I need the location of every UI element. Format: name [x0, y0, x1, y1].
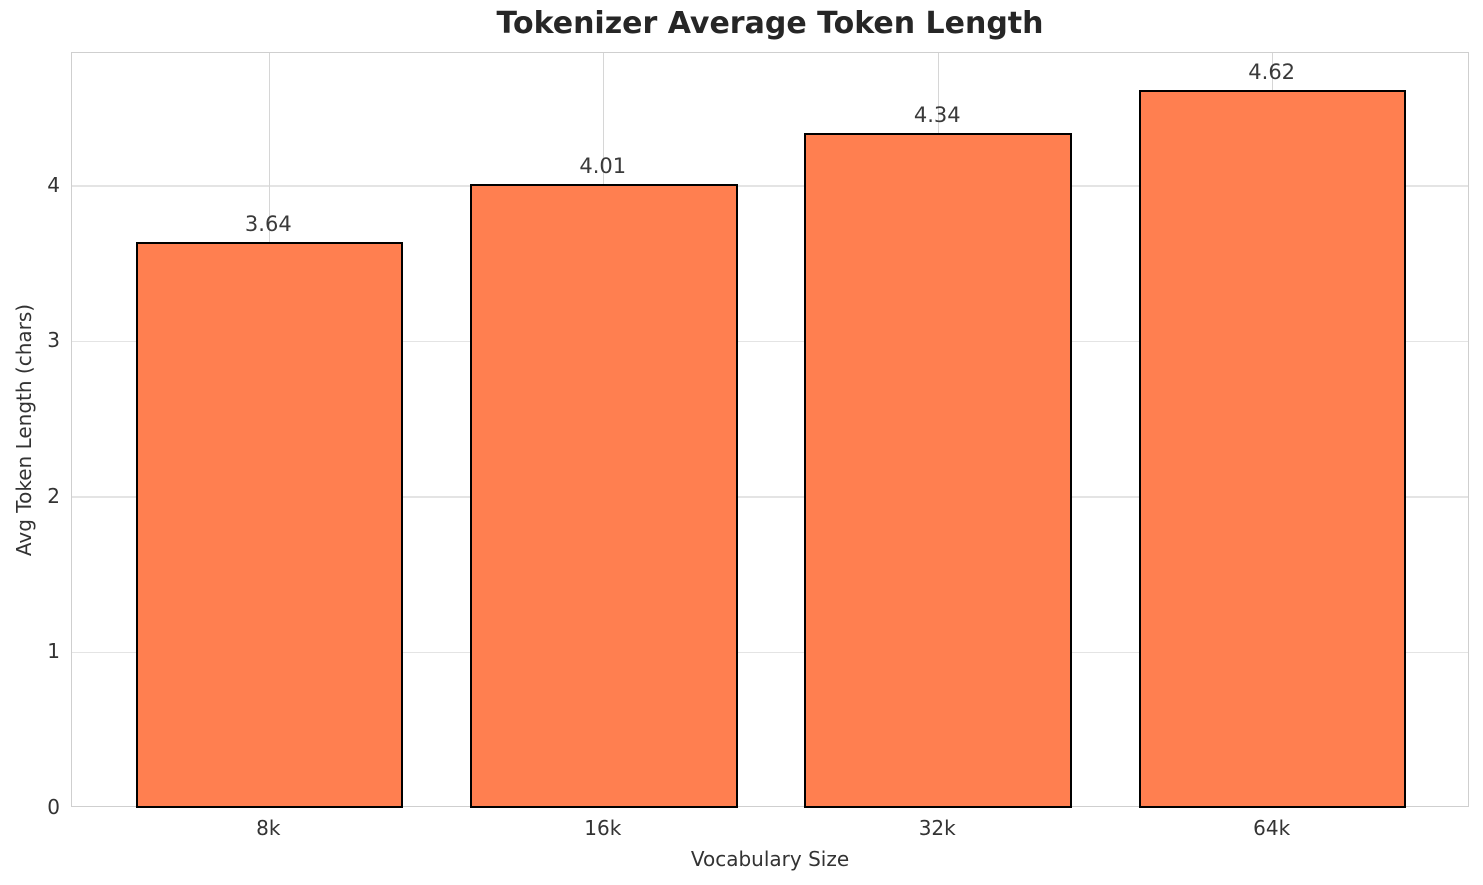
chart-title: Tokenizer Average Token Length: [496, 6, 1044, 41]
x-axis-label: Vocabulary Size: [690, 847, 850, 871]
y-gridline: [72, 651, 1468, 654]
bar-value-label: 4.62: [1248, 59, 1296, 84]
bar-value-label: 4.34: [913, 103, 961, 128]
bar-32k: [804, 133, 1072, 808]
plot-area: [71, 52, 1469, 808]
y-tick-label: 1: [47, 639, 60, 664]
bar-16k: [469, 184, 738, 808]
x-tick-label: 8k: [256, 816, 281, 840]
bar-value-label: 3.64: [244, 211, 292, 236]
x-tick-label: 16k: [584, 816, 622, 840]
y-tick-label: 0: [47, 795, 60, 819]
x-tick-label: 64k: [1253, 816, 1291, 840]
y-tick-label: 3: [47, 328, 60, 353]
y-gridline: [72, 496, 1468, 498]
y-tick-label: 4: [47, 172, 60, 197]
x-tick-label: 32k: [918, 816, 956, 840]
bar-value-label: 4.01: [579, 154, 627, 179]
bar-64k: [1138, 89, 1407, 808]
y-gridline: [72, 185, 1468, 187]
y-gridline: [72, 340, 1468, 343]
bar-8k: [135, 241, 404, 808]
y-tick-label: 2: [47, 483, 60, 508]
